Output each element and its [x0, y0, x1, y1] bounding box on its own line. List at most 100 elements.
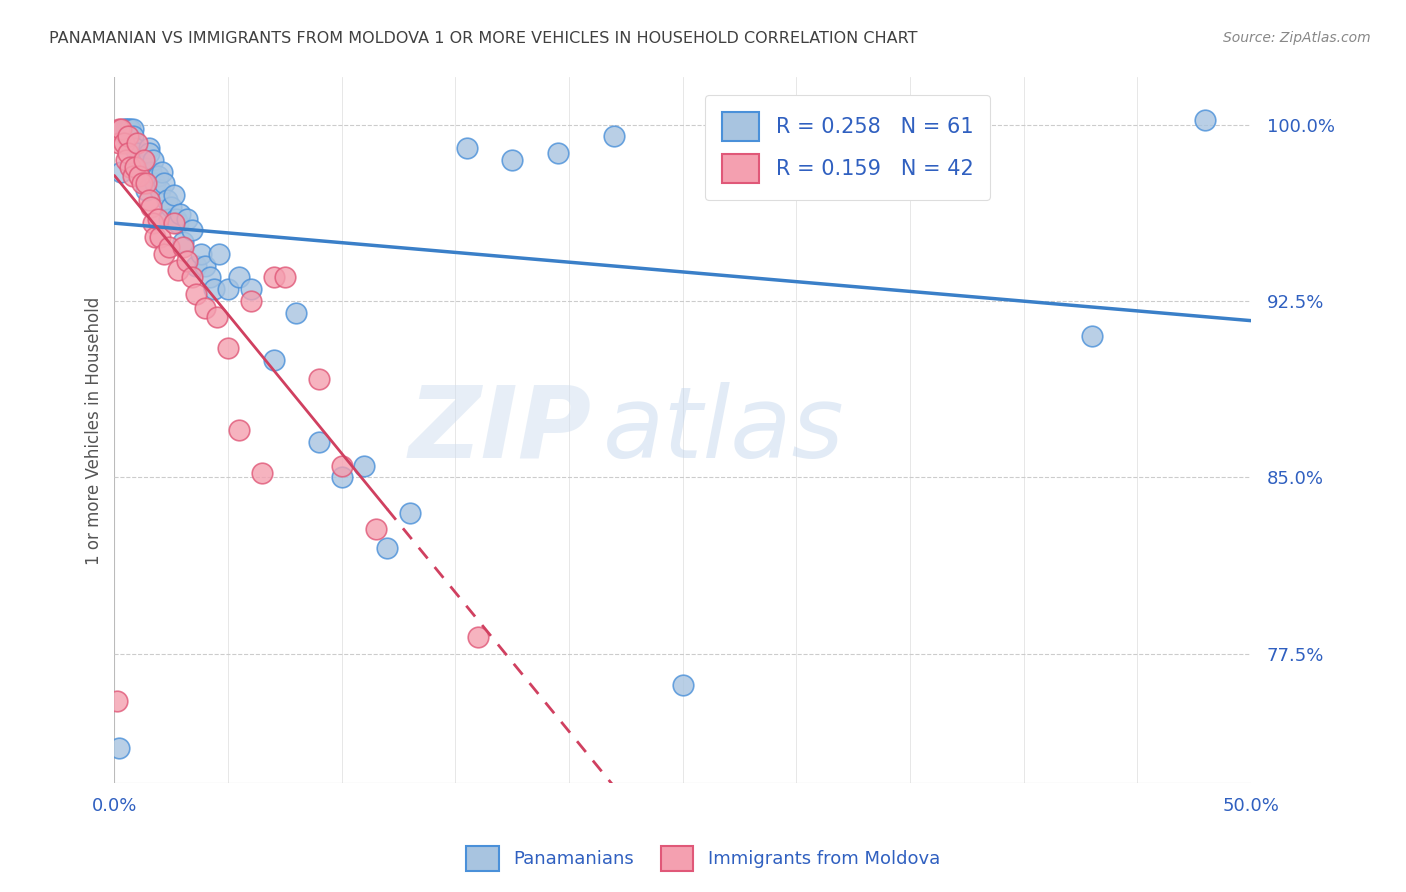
Point	[127, 136, 149, 151]
Point	[131, 177, 153, 191]
Text: ZIP: ZIP	[409, 382, 592, 479]
Point	[228, 424, 250, 438]
Point	[146, 211, 169, 226]
Point	[194, 301, 217, 315]
Point	[1194, 112, 1216, 127]
Point	[131, 164, 153, 178]
Point	[853, 145, 876, 160]
Point	[198, 270, 221, 285]
Point	[110, 122, 132, 136]
Point	[146, 169, 169, 184]
Point	[239, 282, 262, 296]
Point	[120, 160, 142, 174]
Point	[263, 352, 285, 367]
Point	[139, 164, 162, 178]
Legend: Panamanians, Immigrants from Moldova: Panamanians, Immigrants from Moldova	[458, 838, 948, 879]
Point	[172, 240, 194, 254]
Point	[150, 164, 173, 178]
Point	[208, 247, 231, 261]
Point	[330, 470, 353, 484]
Point	[202, 282, 225, 296]
Point	[603, 129, 626, 144]
Point	[285, 306, 308, 320]
Point	[142, 216, 165, 230]
Legend: R = 0.258   N = 61, R = 0.159   N = 42: R = 0.258 N = 61, R = 0.159 N = 42	[706, 95, 990, 200]
Point	[139, 200, 162, 214]
Point	[186, 287, 208, 301]
Point	[162, 216, 184, 230]
Text: atlas: atlas	[603, 382, 845, 479]
Point	[131, 153, 153, 167]
Point	[153, 247, 176, 261]
Point	[176, 211, 198, 226]
Point	[501, 153, 523, 167]
Point	[165, 211, 187, 226]
Point	[375, 541, 398, 555]
Point	[172, 235, 194, 249]
Point	[114, 122, 136, 136]
Point	[114, 129, 136, 144]
Point	[217, 341, 239, 355]
Point	[167, 216, 190, 230]
Point	[156, 193, 179, 207]
Point	[157, 211, 180, 226]
Point	[308, 371, 330, 385]
Point	[127, 145, 149, 160]
Point	[330, 458, 353, 473]
Point	[186, 259, 208, 273]
Point	[121, 122, 143, 136]
Point	[274, 270, 297, 285]
Point	[308, 435, 330, 450]
Point	[167, 263, 190, 277]
Point	[353, 458, 375, 473]
Point	[217, 282, 239, 296]
Point	[132, 153, 155, 167]
Text: PANAMANIAN VS IMMIGRANTS FROM MOLDOVA 1 OR MORE VEHICLES IN HOUSEHOLD CORRELATIO: PANAMANIAN VS IMMIGRANTS FROM MOLDOVA 1 …	[49, 31, 918, 46]
Point	[117, 122, 139, 136]
Point	[467, 631, 489, 645]
Point	[135, 183, 157, 197]
Point	[108, 136, 131, 151]
Point	[250, 466, 273, 480]
Point	[124, 160, 146, 174]
Point	[110, 164, 132, 178]
Point	[124, 141, 146, 155]
Point	[120, 122, 142, 136]
Point	[128, 169, 150, 184]
Point	[143, 230, 166, 244]
Point	[157, 240, 180, 254]
Point	[456, 141, 478, 155]
Point	[108, 741, 131, 756]
Point	[176, 254, 198, 268]
Point	[180, 223, 202, 237]
Point	[153, 177, 176, 191]
Point	[142, 153, 165, 167]
Point	[117, 129, 139, 144]
Point	[117, 145, 139, 160]
Point	[190, 247, 212, 261]
Point	[762, 129, 785, 144]
Point	[149, 183, 172, 197]
Point	[399, 506, 422, 520]
Point	[149, 230, 172, 244]
Point	[128, 153, 150, 167]
Point	[114, 153, 136, 167]
Point	[205, 310, 228, 325]
Point	[138, 141, 160, 155]
Point	[132, 153, 155, 167]
Point	[180, 270, 202, 285]
Point	[143, 177, 166, 191]
Point	[547, 145, 569, 160]
Point	[105, 694, 128, 708]
Point	[263, 270, 285, 285]
Point	[112, 136, 135, 151]
Point	[138, 193, 160, 207]
Point	[121, 169, 143, 184]
Point	[121, 129, 143, 144]
Point	[169, 207, 191, 221]
Y-axis label: 1 or more Vehicles in Household: 1 or more Vehicles in Household	[86, 296, 103, 565]
Point	[671, 677, 693, 691]
Point	[108, 122, 131, 136]
Point	[239, 293, 262, 308]
Point	[138, 145, 160, 160]
